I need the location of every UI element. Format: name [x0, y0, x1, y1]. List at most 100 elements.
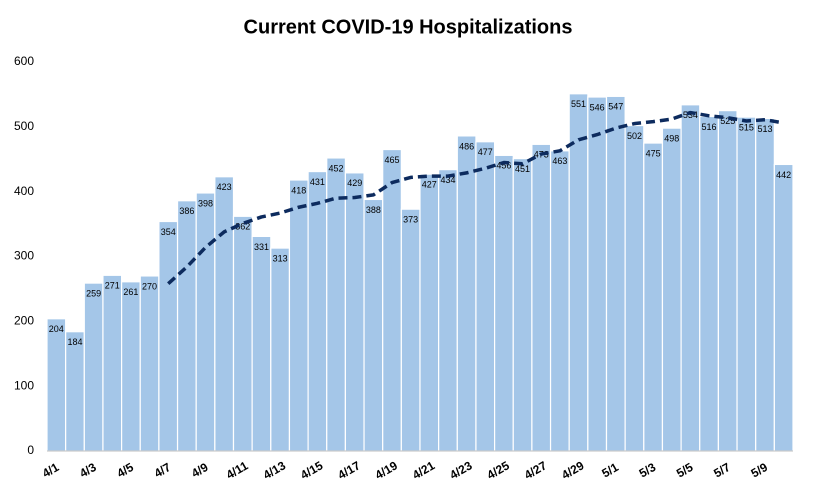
bar — [382, 148, 402, 452]
bar — [494, 154, 514, 452]
bar — [120, 281, 141, 452]
bar — [139, 275, 160, 452]
data-label: 475 — [646, 148, 661, 158]
bar — [438, 169, 458, 452]
bar — [251, 235, 272, 452]
bar — [326, 157, 346, 452]
data-label: 388 — [366, 205, 381, 215]
bar — [549, 150, 570, 452]
data-label: 271 — [105, 281, 120, 291]
bar — [456, 135, 477, 452]
data-label: 498 — [664, 134, 679, 144]
data-label: 434 — [440, 175, 455, 185]
x-tick-label: 4/21 — [410, 458, 438, 482]
data-label: 547 — [608, 102, 623, 112]
bar — [83, 282, 104, 452]
y-tick-label: 0 — [27, 443, 34, 457]
data-label: 354 — [161, 227, 176, 237]
x-tick-label: 4/9 — [189, 460, 211, 481]
y-tick-label: 300 — [14, 249, 34, 263]
data-label: 456 — [496, 161, 511, 171]
bar — [363, 198, 384, 452]
y-tick-label: 600 — [14, 54, 34, 68]
x-tick-label: 5/1 — [599, 460, 621, 481]
bar — [176, 200, 197, 452]
y-tick-label: 200 — [14, 314, 34, 328]
bar — [755, 117, 775, 452]
data-label: 463 — [552, 156, 567, 166]
bar — [195, 192, 216, 452]
x-tick-label: 4/5 — [114, 460, 136, 481]
data-label: 431 — [310, 177, 325, 187]
bar — [158, 220, 179, 452]
x-tick-label: 4/23 — [447, 458, 475, 482]
data-label: 373 — [403, 215, 418, 225]
data-label: 452 — [329, 163, 344, 173]
bar — [736, 116, 757, 452]
data-label: 551 — [571, 99, 586, 109]
y-tick-label: 100 — [14, 378, 34, 392]
x-tick-label: 5/5 — [674, 460, 696, 481]
data-label: 451 — [515, 164, 530, 174]
moving-average-line — [167, 110, 784, 286]
bar — [400, 208, 421, 452]
data-label: 502 — [627, 131, 642, 141]
data-label: 313 — [273, 253, 288, 263]
chart-title: Current COVID-19 Hospitalizations — [244, 16, 573, 38]
bar — [773, 163, 794, 452]
x-tick-label: 4/15 — [298, 458, 326, 482]
data-label: 261 — [123, 287, 138, 297]
data-label: 270 — [142, 281, 157, 291]
data-label: 427 — [422, 180, 437, 190]
x-tick-label: 4/27 — [522, 458, 550, 482]
x-tick-label: 4/3 — [77, 460, 99, 481]
bar — [680, 104, 701, 452]
data-label: 423 — [217, 182, 232, 192]
data-label: 486 — [459, 141, 474, 151]
bar — [214, 176, 235, 452]
bar — [568, 93, 589, 452]
bar — [661, 127, 682, 452]
bar — [307, 170, 328, 452]
data-label: 525 — [720, 116, 735, 126]
bar — [344, 172, 365, 452]
data-label: 534 — [683, 110, 698, 120]
bar — [624, 124, 645, 452]
x-tick-label: 4/11 — [224, 458, 251, 482]
data-label: 513 — [758, 124, 773, 134]
data-label: 398 — [198, 198, 213, 208]
data-label: 515 — [739, 122, 754, 132]
bar — [102, 274, 123, 452]
x-tick-label: 5/9 — [749, 460, 771, 481]
data-label: 259 — [86, 288, 101, 298]
x-tick-label: 5/3 — [637, 460, 659, 481]
data-label: 477 — [478, 147, 493, 157]
bar — [475, 141, 496, 452]
x-tick-label: 4/29 — [559, 458, 587, 482]
x-tick-label: 4/25 — [485, 458, 513, 482]
bar — [605, 95, 626, 452]
bar — [270, 247, 291, 452]
bar — [232, 215, 253, 452]
y-tick-label: 500 — [14, 119, 34, 133]
bar — [643, 142, 664, 452]
data-label: 546 — [590, 102, 605, 112]
x-tick-label: 4/17 — [335, 458, 363, 482]
bar — [699, 115, 719, 452]
bar — [419, 173, 440, 452]
data-label: 331 — [254, 242, 269, 252]
data-label: 429 — [347, 178, 362, 188]
x-tick-label: 4/7 — [152, 460, 174, 481]
bar — [65, 331, 85, 452]
data-label: 386 — [179, 206, 194, 216]
bar — [512, 158, 533, 452]
data-label: 362 — [235, 222, 250, 232]
bar — [288, 179, 309, 452]
bar — [46, 318, 67, 452]
data-label: 465 — [385, 155, 400, 165]
data-label: 418 — [291, 185, 306, 195]
bar — [717, 110, 738, 452]
x-tick-label: 4/1 — [40, 460, 62, 481]
data-label: 442 — [776, 170, 791, 180]
